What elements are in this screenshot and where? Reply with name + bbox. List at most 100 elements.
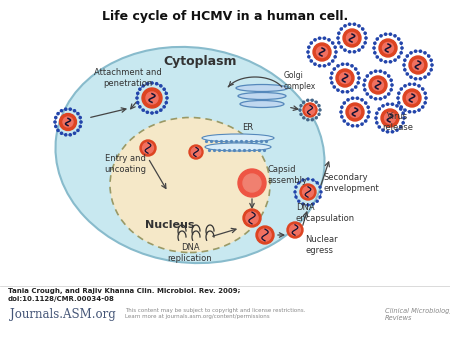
Text: This content may be subject to copyright and license restrictions.
Learn more at: This content may be subject to copyright… bbox=[125, 308, 306, 319]
Text: Golgi
complex: Golgi complex bbox=[284, 71, 316, 91]
Circle shape bbox=[142, 85, 144, 87]
Circle shape bbox=[363, 84, 365, 86]
Circle shape bbox=[355, 68, 357, 70]
Circle shape bbox=[146, 82, 148, 85]
Circle shape bbox=[409, 83, 411, 85]
Circle shape bbox=[191, 147, 201, 157]
Circle shape bbox=[424, 76, 426, 78]
Circle shape bbox=[392, 131, 394, 133]
Circle shape bbox=[378, 108, 380, 110]
Circle shape bbox=[390, 79, 392, 81]
Circle shape bbox=[394, 59, 396, 61]
Circle shape bbox=[357, 82, 359, 84]
Circle shape bbox=[406, 55, 409, 57]
Circle shape bbox=[69, 108, 72, 110]
Circle shape bbox=[142, 88, 162, 108]
Circle shape bbox=[394, 35, 396, 37]
Circle shape bbox=[376, 38, 378, 40]
Circle shape bbox=[400, 106, 402, 108]
Circle shape bbox=[376, 112, 378, 114]
Circle shape bbox=[140, 140, 156, 156]
Circle shape bbox=[374, 52, 376, 54]
Ellipse shape bbox=[55, 47, 324, 263]
Circle shape bbox=[330, 77, 332, 79]
Circle shape bbox=[312, 179, 314, 181]
Circle shape bbox=[404, 59, 406, 61]
Circle shape bbox=[347, 99, 349, 101]
Text: Life cycle of HCMV in a human cell.: Life cycle of HCMV in a human cell. bbox=[102, 10, 348, 23]
Circle shape bbox=[331, 82, 333, 84]
Circle shape bbox=[343, 102, 346, 104]
Circle shape bbox=[310, 60, 312, 62]
Circle shape bbox=[425, 97, 427, 99]
Circle shape bbox=[373, 47, 375, 49]
Circle shape bbox=[77, 129, 79, 131]
Circle shape bbox=[165, 101, 167, 104]
Circle shape bbox=[404, 85, 406, 87]
Circle shape bbox=[358, 25, 360, 27]
Circle shape bbox=[396, 105, 398, 107]
Circle shape bbox=[79, 117, 81, 119]
Circle shape bbox=[381, 109, 399, 127]
Circle shape bbox=[139, 106, 141, 108]
Circle shape bbox=[430, 59, 432, 61]
Circle shape bbox=[156, 82, 158, 85]
Circle shape bbox=[319, 65, 321, 67]
Circle shape bbox=[348, 51, 351, 53]
Circle shape bbox=[311, 119, 313, 121]
Circle shape bbox=[375, 117, 377, 119]
Circle shape bbox=[54, 121, 56, 123]
Circle shape bbox=[307, 119, 309, 121]
Circle shape bbox=[387, 75, 390, 77]
Circle shape bbox=[146, 92, 158, 104]
Circle shape bbox=[332, 60, 334, 62]
Text: doi:10.1128/CMR.00034-08: doi:10.1128/CMR.00034-08 bbox=[8, 296, 115, 302]
Circle shape bbox=[246, 212, 258, 224]
Circle shape bbox=[238, 169, 266, 197]
Circle shape bbox=[307, 178, 309, 180]
Circle shape bbox=[346, 91, 349, 93]
Circle shape bbox=[379, 39, 397, 57]
Circle shape bbox=[344, 25, 346, 27]
Circle shape bbox=[366, 93, 369, 95]
Circle shape bbox=[79, 125, 81, 127]
Circle shape bbox=[307, 51, 309, 53]
Circle shape bbox=[351, 89, 353, 91]
Circle shape bbox=[350, 106, 360, 118]
Circle shape bbox=[302, 179, 304, 181]
Circle shape bbox=[341, 116, 343, 118]
Circle shape bbox=[397, 97, 399, 99]
Circle shape bbox=[402, 122, 404, 124]
Circle shape bbox=[73, 110, 76, 112]
Circle shape bbox=[351, 65, 353, 67]
Circle shape bbox=[370, 72, 372, 74]
Circle shape bbox=[430, 69, 432, 71]
Circle shape bbox=[414, 111, 415, 113]
Circle shape bbox=[314, 63, 316, 65]
Circle shape bbox=[318, 105, 320, 107]
Circle shape bbox=[382, 129, 384, 131]
Circle shape bbox=[409, 56, 427, 74]
Circle shape bbox=[346, 32, 357, 44]
Ellipse shape bbox=[236, 84, 288, 92]
Circle shape bbox=[343, 120, 346, 122]
Circle shape bbox=[311, 99, 313, 101]
Circle shape bbox=[398, 92, 400, 94]
Circle shape bbox=[378, 126, 380, 128]
Circle shape bbox=[294, 191, 296, 193]
Circle shape bbox=[243, 209, 261, 227]
Circle shape bbox=[361, 99, 363, 101]
Circle shape bbox=[364, 102, 367, 104]
Circle shape bbox=[243, 174, 261, 192]
Circle shape bbox=[365, 37, 367, 39]
Circle shape bbox=[65, 134, 67, 136]
Circle shape bbox=[338, 42, 340, 44]
Circle shape bbox=[310, 42, 312, 44]
Circle shape bbox=[340, 28, 342, 30]
Circle shape bbox=[357, 72, 359, 74]
Circle shape bbox=[289, 224, 301, 236]
Ellipse shape bbox=[202, 134, 274, 142]
Circle shape bbox=[382, 43, 393, 53]
Circle shape bbox=[307, 204, 309, 206]
Circle shape bbox=[384, 113, 396, 123]
